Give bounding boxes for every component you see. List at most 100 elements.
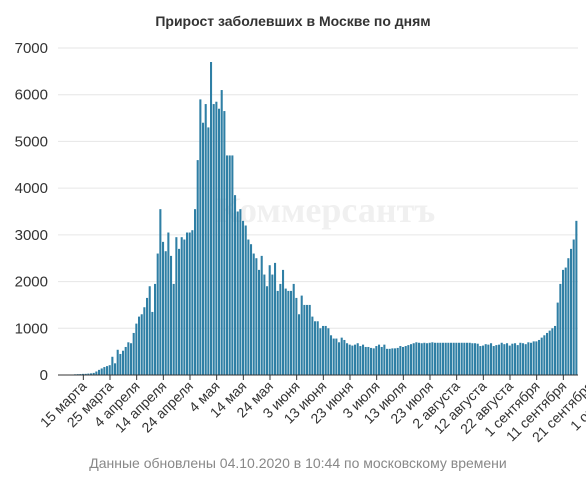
bar <box>530 342 533 375</box>
bar <box>95 371 98 375</box>
bar <box>106 366 109 375</box>
bar <box>370 347 373 375</box>
bar <box>111 356 114 375</box>
bar <box>87 373 90 375</box>
bar <box>244 225 247 375</box>
bar <box>82 373 85 375</box>
bar <box>274 262 277 375</box>
bar <box>455 342 458 375</box>
bar <box>460 342 463 375</box>
bar <box>258 269 261 375</box>
bar <box>410 344 413 375</box>
bar <box>394 348 397 375</box>
bar <box>194 209 197 375</box>
bar <box>383 344 386 375</box>
bar <box>372 348 375 375</box>
bar <box>242 220 245 375</box>
bar <box>420 343 423 375</box>
y-tick-label: 4000 <box>15 180 48 197</box>
bar <box>84 373 87 375</box>
bar <box>554 325 557 375</box>
bar <box>404 346 407 375</box>
bar <box>279 283 282 375</box>
bar <box>516 345 519 375</box>
bar <box>164 251 167 375</box>
bar <box>439 342 442 375</box>
bar <box>498 344 501 375</box>
bar <box>127 342 130 375</box>
bar <box>175 237 178 375</box>
bar <box>463 342 466 375</box>
bar <box>343 339 346 375</box>
bar <box>212 104 215 375</box>
bar <box>159 209 162 375</box>
bar <box>191 230 194 375</box>
bar <box>559 283 562 375</box>
bar <box>362 344 365 375</box>
bar <box>471 343 474 375</box>
bar <box>247 239 250 375</box>
bar <box>167 232 170 375</box>
bar <box>282 269 285 375</box>
bar <box>148 286 151 375</box>
bar <box>132 332 135 375</box>
bar <box>98 369 101 375</box>
watermark-logo: Коммерсантъ <box>215 190 436 230</box>
bar <box>495 345 498 375</box>
bar <box>575 220 578 375</box>
bar <box>546 332 549 375</box>
bar <box>199 99 202 375</box>
bar <box>388 348 391 375</box>
bar <box>532 341 535 375</box>
bar <box>452 342 455 375</box>
bar <box>151 311 154 375</box>
bar <box>204 104 207 375</box>
bar <box>391 348 394 375</box>
bar <box>284 288 287 375</box>
bar <box>170 255 173 375</box>
bar <box>428 342 431 375</box>
bar <box>442 342 445 375</box>
bar <box>226 155 229 375</box>
bar <box>295 297 298 375</box>
bar <box>196 160 199 375</box>
bar <box>490 343 493 375</box>
bar <box>474 343 477 375</box>
bar <box>487 344 490 375</box>
bar <box>351 345 354 375</box>
source-note: Данные обновлены 04.10.2020 в 10:44 по м… <box>89 455 506 471</box>
bar <box>276 290 279 375</box>
bar <box>287 290 290 375</box>
grid-lines <box>58 47 578 329</box>
bar <box>308 304 311 375</box>
bar <box>524 344 527 375</box>
bar <box>354 344 357 375</box>
bar <box>108 365 111 375</box>
bar <box>572 239 575 375</box>
bar <box>124 346 127 375</box>
bar <box>260 255 263 375</box>
bar <box>506 343 509 375</box>
bar <box>356 343 359 375</box>
bar <box>146 297 149 375</box>
bar <box>338 342 341 375</box>
bar <box>468 342 471 375</box>
bar <box>543 335 546 375</box>
bar <box>290 290 293 375</box>
bar <box>396 347 399 375</box>
bar <box>412 343 415 375</box>
bar <box>162 241 165 375</box>
bar <box>484 344 487 375</box>
bar <box>300 295 303 375</box>
bar <box>266 286 269 375</box>
y-tick-label: 0 <box>40 367 48 384</box>
bar <box>402 346 405 375</box>
y-tick-label: 2000 <box>15 274 48 291</box>
bar <box>271 274 274 375</box>
bar <box>538 339 541 375</box>
bar <box>519 342 522 375</box>
bar <box>183 239 186 375</box>
bar <box>207 127 210 375</box>
